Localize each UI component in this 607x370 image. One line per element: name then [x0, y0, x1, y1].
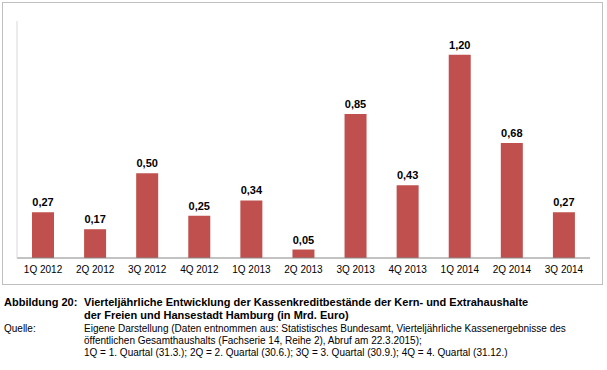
svg-text:0,34: 0,34	[241, 184, 263, 196]
svg-text:2Q 2013: 2Q 2013	[284, 264, 323, 275]
html-text:Vierteljährliche Entwicklung d: Vierteljährliche Entwicklung der Kassenk…	[84, 296, 529, 321]
svg-text:2Q 2014: 2Q 2014	[493, 264, 532, 275]
html-text:1Q = 1. Quartal (31.3.); 2Q =: 1Q = 1. Quartal (31.3.); 2Q = 2. Quartal…	[84, 347, 508, 358]
svg-text:0,05: 0,05	[293, 234, 314, 246]
svg-text:1,20: 1,20	[449, 39, 470, 51]
html-text:Abbildung 20:: Abbildung 20:	[4, 296, 78, 308]
svg-text:0,68: 0,68	[501, 127, 522, 139]
svg-text:3Q 2014: 3Q 2014	[545, 264, 584, 275]
html-text:Eigene Darstellung (Daten entn: Eigene Darstellung (Daten entnommen aus:…	[84, 323, 566, 346]
svg-text:0,50: 0,50	[136, 157, 157, 169]
svg-text:3Q 2013: 3Q 2013	[336, 264, 375, 275]
svg-text:1Q 2012: 1Q 2012	[24, 264, 63, 275]
svg-text:0,25: 0,25	[189, 200, 210, 212]
svg-text:1Q 2014: 1Q 2014	[441, 264, 480, 275]
svg-text:0,85: 0,85	[345, 98, 366, 110]
svg-text:0,27: 0,27	[32, 196, 53, 208]
svg-text:0,27: 0,27	[553, 196, 574, 208]
svg-text:4Q 2012: 4Q 2012	[180, 264, 219, 275]
svg-text:0,43: 0,43	[397, 169, 418, 181]
svg-text:2Q 2012: 2Q 2012	[76, 264, 115, 275]
html-text:Quelle:: Quelle:	[4, 323, 36, 334]
svg-text:3Q 2012: 3Q 2012	[128, 264, 167, 275]
svg-text:1Q 2013: 1Q 2013	[232, 264, 271, 275]
svg-text:4Q 2013: 4Q 2013	[388, 264, 427, 275]
svg-text:0,17: 0,17	[84, 213, 105, 225]
